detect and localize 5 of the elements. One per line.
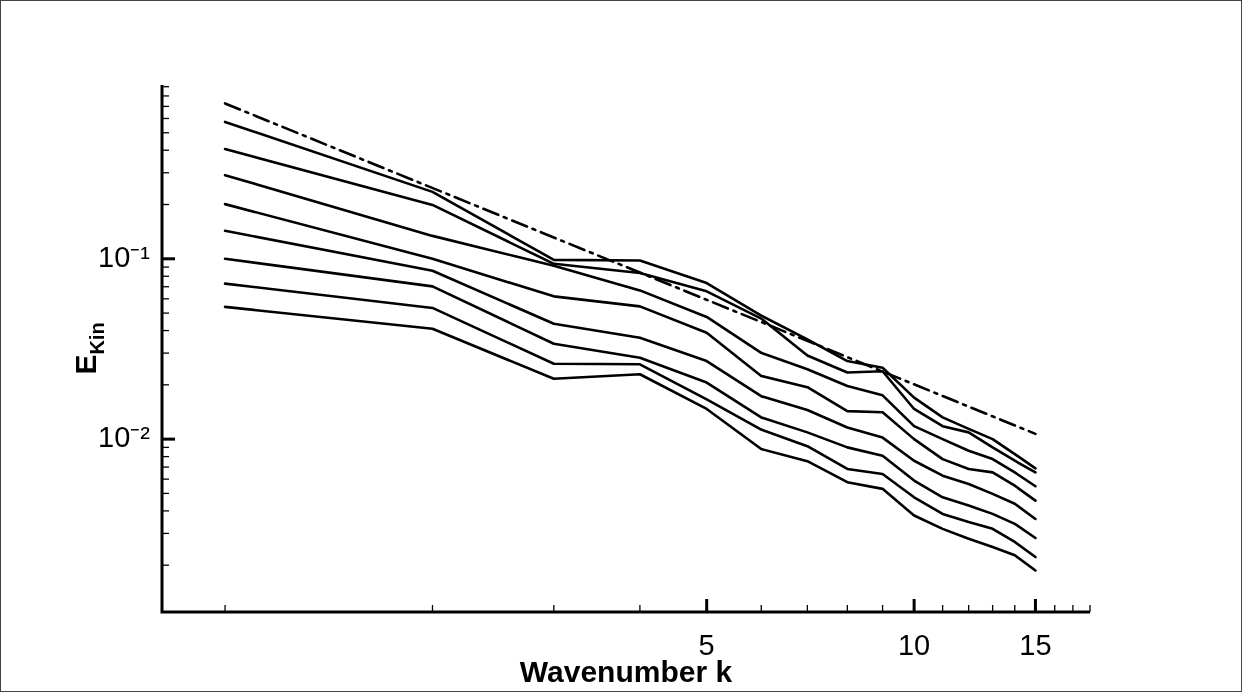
y-tick-label: 10⁻²	[98, 421, 151, 454]
y-axis-title: EKin	[69, 322, 108, 375]
x-tick-label: 10	[897, 629, 931, 662]
x-tick-label: 15	[1019, 629, 1052, 662]
y-tick-label: 10⁻¹	[98, 240, 151, 273]
